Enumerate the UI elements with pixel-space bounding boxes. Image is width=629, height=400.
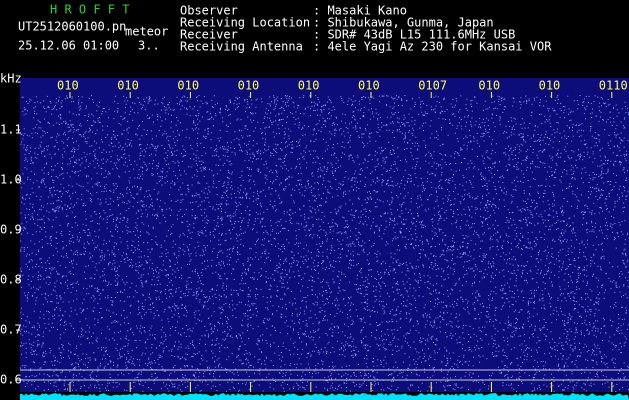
info-value: : Masaki Kano <box>313 4 407 18</box>
app-title: H R O F F T <box>50 3 129 17</box>
time-label: 010 <box>298 79 320 93</box>
y-label: 0.6 <box>0 373 22 387</box>
time-label: 010 <box>177 79 199 93</box>
time-label: 010 <box>539 79 561 93</box>
time-label: 010 <box>238 79 260 93</box>
time: 25.12.06 01:00 <box>18 39 119 53</box>
info-label: Receiving Location <box>180 16 310 30</box>
info-label: Receiving Antenna <box>180 40 303 54</box>
time-label: 010 <box>117 79 139 93</box>
y-label: 1.1 <box>0 123 22 137</box>
signal-strip <box>20 393 629 400</box>
file-name: UT2512060100.pn <box>18 20 126 34</box>
info-value: : Shibukawa, Gunma, Japan <box>313 16 494 30</box>
time-label: 010 <box>478 79 500 93</box>
time-label: 0107 <box>418 79 447 93</box>
info-label: Receiver <box>180 28 238 42</box>
y-label: 0.9 <box>0 223 22 237</box>
info-label: Observer <box>180 4 238 18</box>
spectrogram <box>20 78 629 392</box>
info-value: : 4ele Yagi Az 230 for Kansai VOR <box>313 40 552 54</box>
info-value: : SDR# 43dB L15 111.6MHz USB <box>313 28 515 42</box>
y-label: 1.0 <box>0 173 22 187</box>
y-label: 0.7 <box>0 323 22 337</box>
time-label: 010 <box>358 79 380 93</box>
axis-unit: kHz <box>0 72 22 86</box>
time-label: 010 <box>57 79 79 93</box>
mode: meteor <box>125 25 168 39</box>
count: 3.. <box>138 39 160 53</box>
y-label: 0.8 <box>0 273 22 287</box>
time-label: 0110 <box>599 79 628 93</box>
